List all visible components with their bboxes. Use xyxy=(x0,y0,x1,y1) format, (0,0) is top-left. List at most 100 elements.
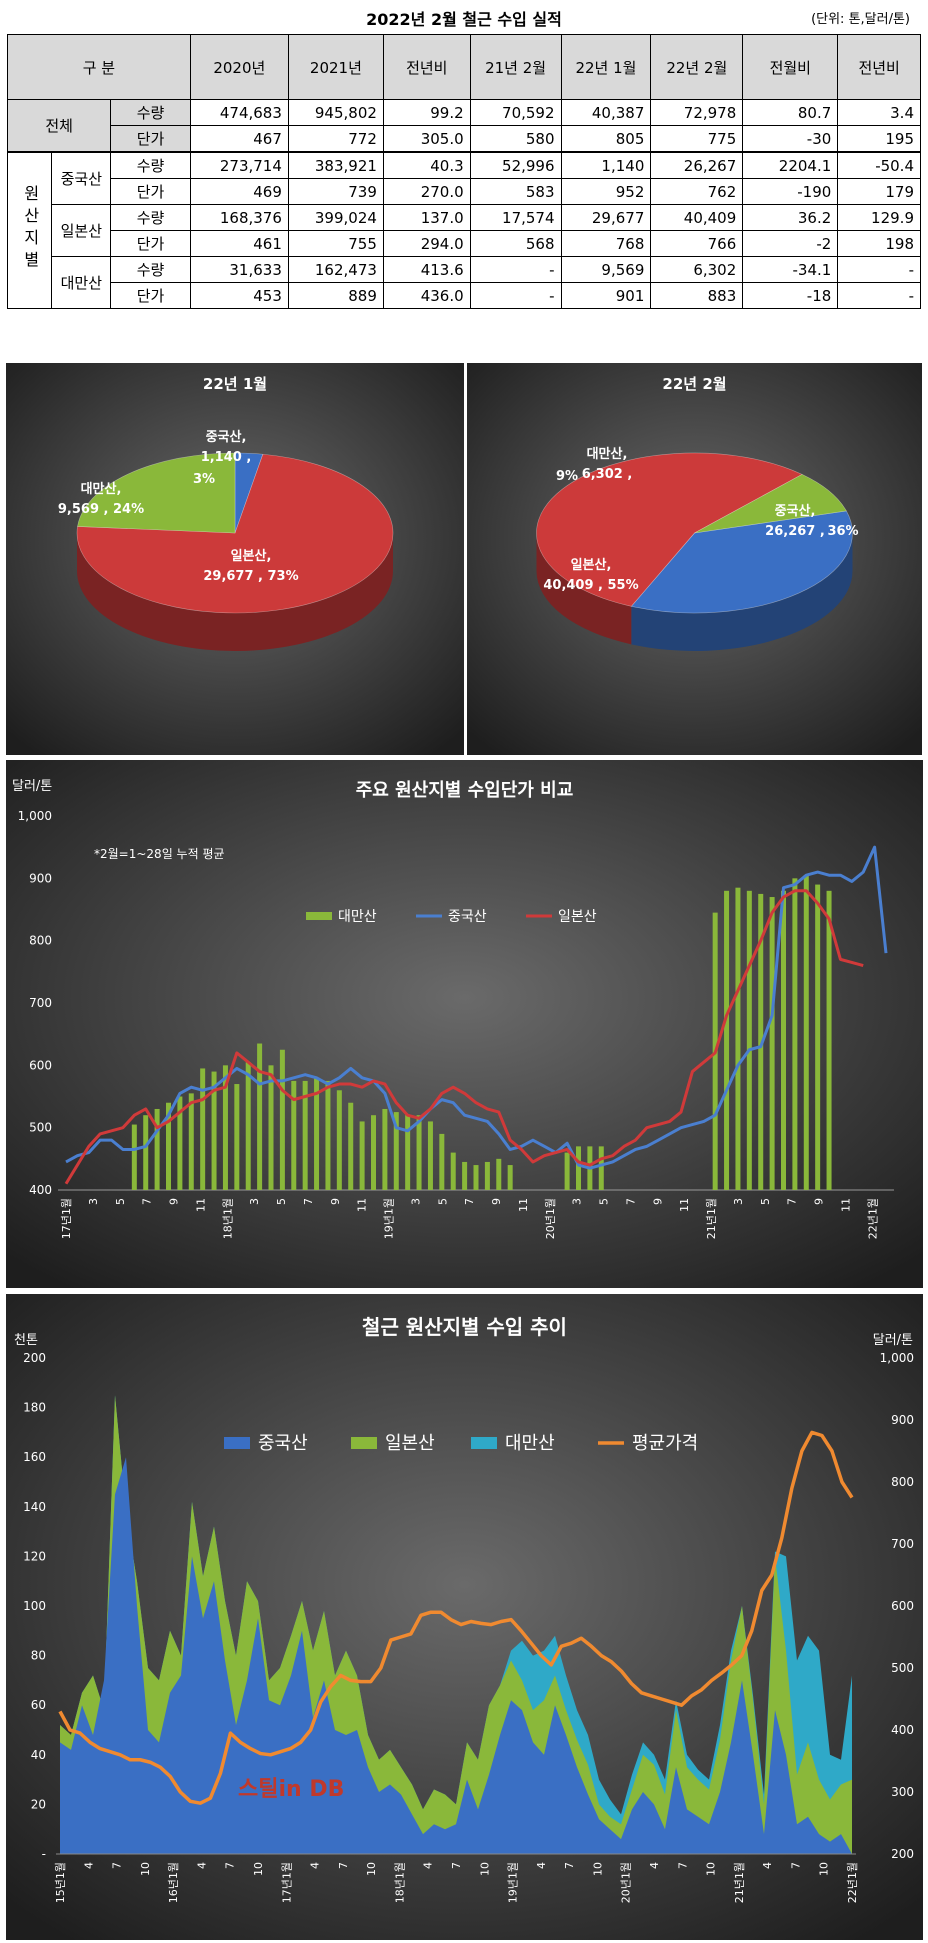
y2-tick-label: 600 xyxy=(891,1599,914,1613)
bar-taiwan xyxy=(781,890,786,1190)
y-tick-label: 600 xyxy=(29,1058,52,1072)
x-tick: 17년1월 xyxy=(280,1862,293,1903)
bar-taiwan xyxy=(393,1112,399,1190)
y-tick-label: 800 xyxy=(29,934,52,948)
y-tick-label: 200 xyxy=(23,1351,46,1365)
price-chart-panel: 주요 원산지별 수입단가 비교 달러/톤 *2월=1~28일 누적 평균 400 500… xyxy=(6,760,923,1288)
y2-tick-label: 500 xyxy=(891,1661,914,1675)
bar-taiwan xyxy=(427,1121,433,1190)
x-tick: 11 xyxy=(356,1198,369,1212)
pie-title: 22년 2월 xyxy=(662,375,726,393)
bar-taiwan xyxy=(758,893,764,1190)
y-tick-label: 120 xyxy=(23,1549,46,1563)
x-tick: 3 xyxy=(409,1198,422,1205)
pie-label-pct: 9% xyxy=(556,469,578,484)
x-tick: 10 xyxy=(365,1862,378,1876)
x-tick-label: 5 xyxy=(436,1198,449,1205)
table-cell: - xyxy=(469,282,562,309)
x-tick: 11 xyxy=(194,1198,207,1212)
pie-label-value: 9,569 , 24% xyxy=(58,502,144,517)
legend-swatch xyxy=(306,912,332,920)
table-cell: 80.7 xyxy=(742,99,839,126)
bar-taiwan xyxy=(405,1115,411,1190)
x-tick-label: 21년1월 xyxy=(705,1198,718,1239)
x-tick: 5 xyxy=(436,1198,449,1205)
bar-taiwan xyxy=(769,897,775,1190)
x-tick-label: 16년1월 xyxy=(167,1862,180,1903)
table-cell: 3.4 xyxy=(837,99,921,126)
pie-label-value: 6,302 , xyxy=(582,467,633,482)
table-header-row: 구 분 2020년 2021년 전년비 21년 2월 22년 1월 22년 2월 전월비 전년비 xyxy=(7,34,921,100)
table-cell: 6,302 xyxy=(650,256,744,283)
line-china xyxy=(65,845,888,1170)
x-tick-label: 5 xyxy=(114,1198,127,1205)
pie-label-value: 26,267 , xyxy=(765,524,825,539)
y-tick-label: 80 xyxy=(31,1649,46,1663)
table-cell: 52,996 xyxy=(469,151,562,179)
bar-taiwan xyxy=(268,1065,274,1190)
x-tick-label: 4 xyxy=(761,1862,774,1869)
x-tick-label: 7 xyxy=(111,1862,124,1869)
x-tick-label: 15년1월 xyxy=(54,1862,67,1903)
table-cell: 772 xyxy=(287,125,384,153)
x-tick-label: 11 xyxy=(356,1198,369,1212)
table-row: 원산지별 중국산 수량 273,714 383,921 40.3 52,996 1,140 26… xyxy=(6,151,921,309)
x-tick-label: 4 xyxy=(309,1862,322,1869)
table-cell: 952 xyxy=(560,178,652,205)
x-tick-label: 10 xyxy=(139,1862,152,1876)
x-tick: 10 xyxy=(705,1862,718,1876)
bar-taiwan xyxy=(815,884,821,1190)
bar-taiwan xyxy=(188,1093,194,1190)
pie-label-value: 29,677 , 73% xyxy=(203,569,298,584)
table-cell: 755 xyxy=(287,230,384,257)
y2-tick-label: 400 xyxy=(891,1723,914,1737)
x-tick: 4 xyxy=(422,1862,435,1869)
x-tick-label: 9 xyxy=(490,1198,503,1205)
x-tick: 7 xyxy=(450,1862,463,1869)
bar-taiwan xyxy=(154,1108,160,1190)
x-tick: 4 xyxy=(309,1862,322,1869)
x-tick-label: 10 xyxy=(478,1862,491,1876)
x-tick-label: 10 xyxy=(365,1862,378,1876)
x-tick-label: 11 xyxy=(517,1198,530,1212)
pie-slice-대만산 xyxy=(694,474,847,534)
y-tick-label: 60 xyxy=(31,1698,46,1712)
table-cell: 568 xyxy=(469,230,562,257)
x-tick: 7 xyxy=(789,1862,802,1869)
bar-taiwan xyxy=(245,1062,251,1190)
bar-taiwan xyxy=(382,1108,388,1190)
table-cell: -190 xyxy=(742,178,839,205)
table-cell: -18 xyxy=(742,282,839,309)
bar-taiwan xyxy=(735,887,741,1190)
bar-taiwan xyxy=(803,875,809,1190)
x-tick-label: 3 xyxy=(248,1198,261,1205)
bar-taiwan xyxy=(507,1165,513,1190)
column-header: 2021년 xyxy=(287,34,384,100)
y-tick-label: - xyxy=(42,1847,46,1861)
origin-name: 대만산 xyxy=(51,256,112,309)
table-cell: 31,633 xyxy=(189,256,289,283)
table-cell: 766 xyxy=(650,230,744,257)
y-tick-label: 160 xyxy=(23,1450,46,1464)
x-tick-label: 21년1월 xyxy=(733,1862,746,1903)
table-row: 일본산 수량 168,376 399,024 137.0 17,574 29,677 40,4… xyxy=(8,204,921,257)
x-tick: 20년1월 xyxy=(544,1198,557,1239)
metric-label: 수량 xyxy=(110,99,191,126)
x-tick-label: 9 xyxy=(329,1198,342,1205)
bar-taiwan xyxy=(200,1068,206,1190)
bar-taiwan xyxy=(131,1124,137,1190)
x-tick-label: 7 xyxy=(463,1198,476,1205)
table-row: 단가 467 772 305.0 580 805 775 -30 195 xyxy=(8,125,921,153)
table-cell: 775 xyxy=(650,125,744,153)
origin-name: 중국산 xyxy=(51,151,112,205)
pie-slice-일본산 xyxy=(536,452,803,607)
pie-label-name: 대만산, xyxy=(81,481,122,497)
table-cell: 36.2 xyxy=(742,204,839,231)
table-cell: 901 xyxy=(560,282,652,309)
table-cell: 805 xyxy=(560,125,652,153)
table-cell: 40,387 xyxy=(560,99,652,126)
x-tick: 17년1월 xyxy=(60,1198,73,1239)
table-cell: 26,267 xyxy=(650,151,744,179)
bar-taiwan xyxy=(462,1161,468,1190)
